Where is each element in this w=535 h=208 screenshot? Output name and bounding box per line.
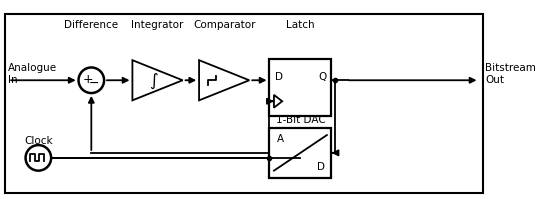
Text: Q: Q [318,72,326,82]
Text: Clock: Clock [24,136,52,146]
Text: Difference: Difference [64,20,118,30]
Text: A: A [277,134,284,144]
Text: ∫: ∫ [149,72,157,90]
Text: 1-Bit DAC: 1-Bit DAC [276,115,325,125]
Text: D: D [317,162,325,172]
Text: Bitstream
Out: Bitstream Out [485,63,535,85]
Bar [270,59,332,116]
Text: Comparator: Comparator [193,20,255,30]
Text: Latch: Latch [286,20,315,30]
Bar [270,128,332,178]
Text: Analogue
In: Analogue In [8,63,57,85]
Text: Integrator: Integrator [131,20,184,30]
Text: D: D [274,72,282,82]
Text: −: − [89,77,100,90]
Text: +: + [82,73,93,86]
